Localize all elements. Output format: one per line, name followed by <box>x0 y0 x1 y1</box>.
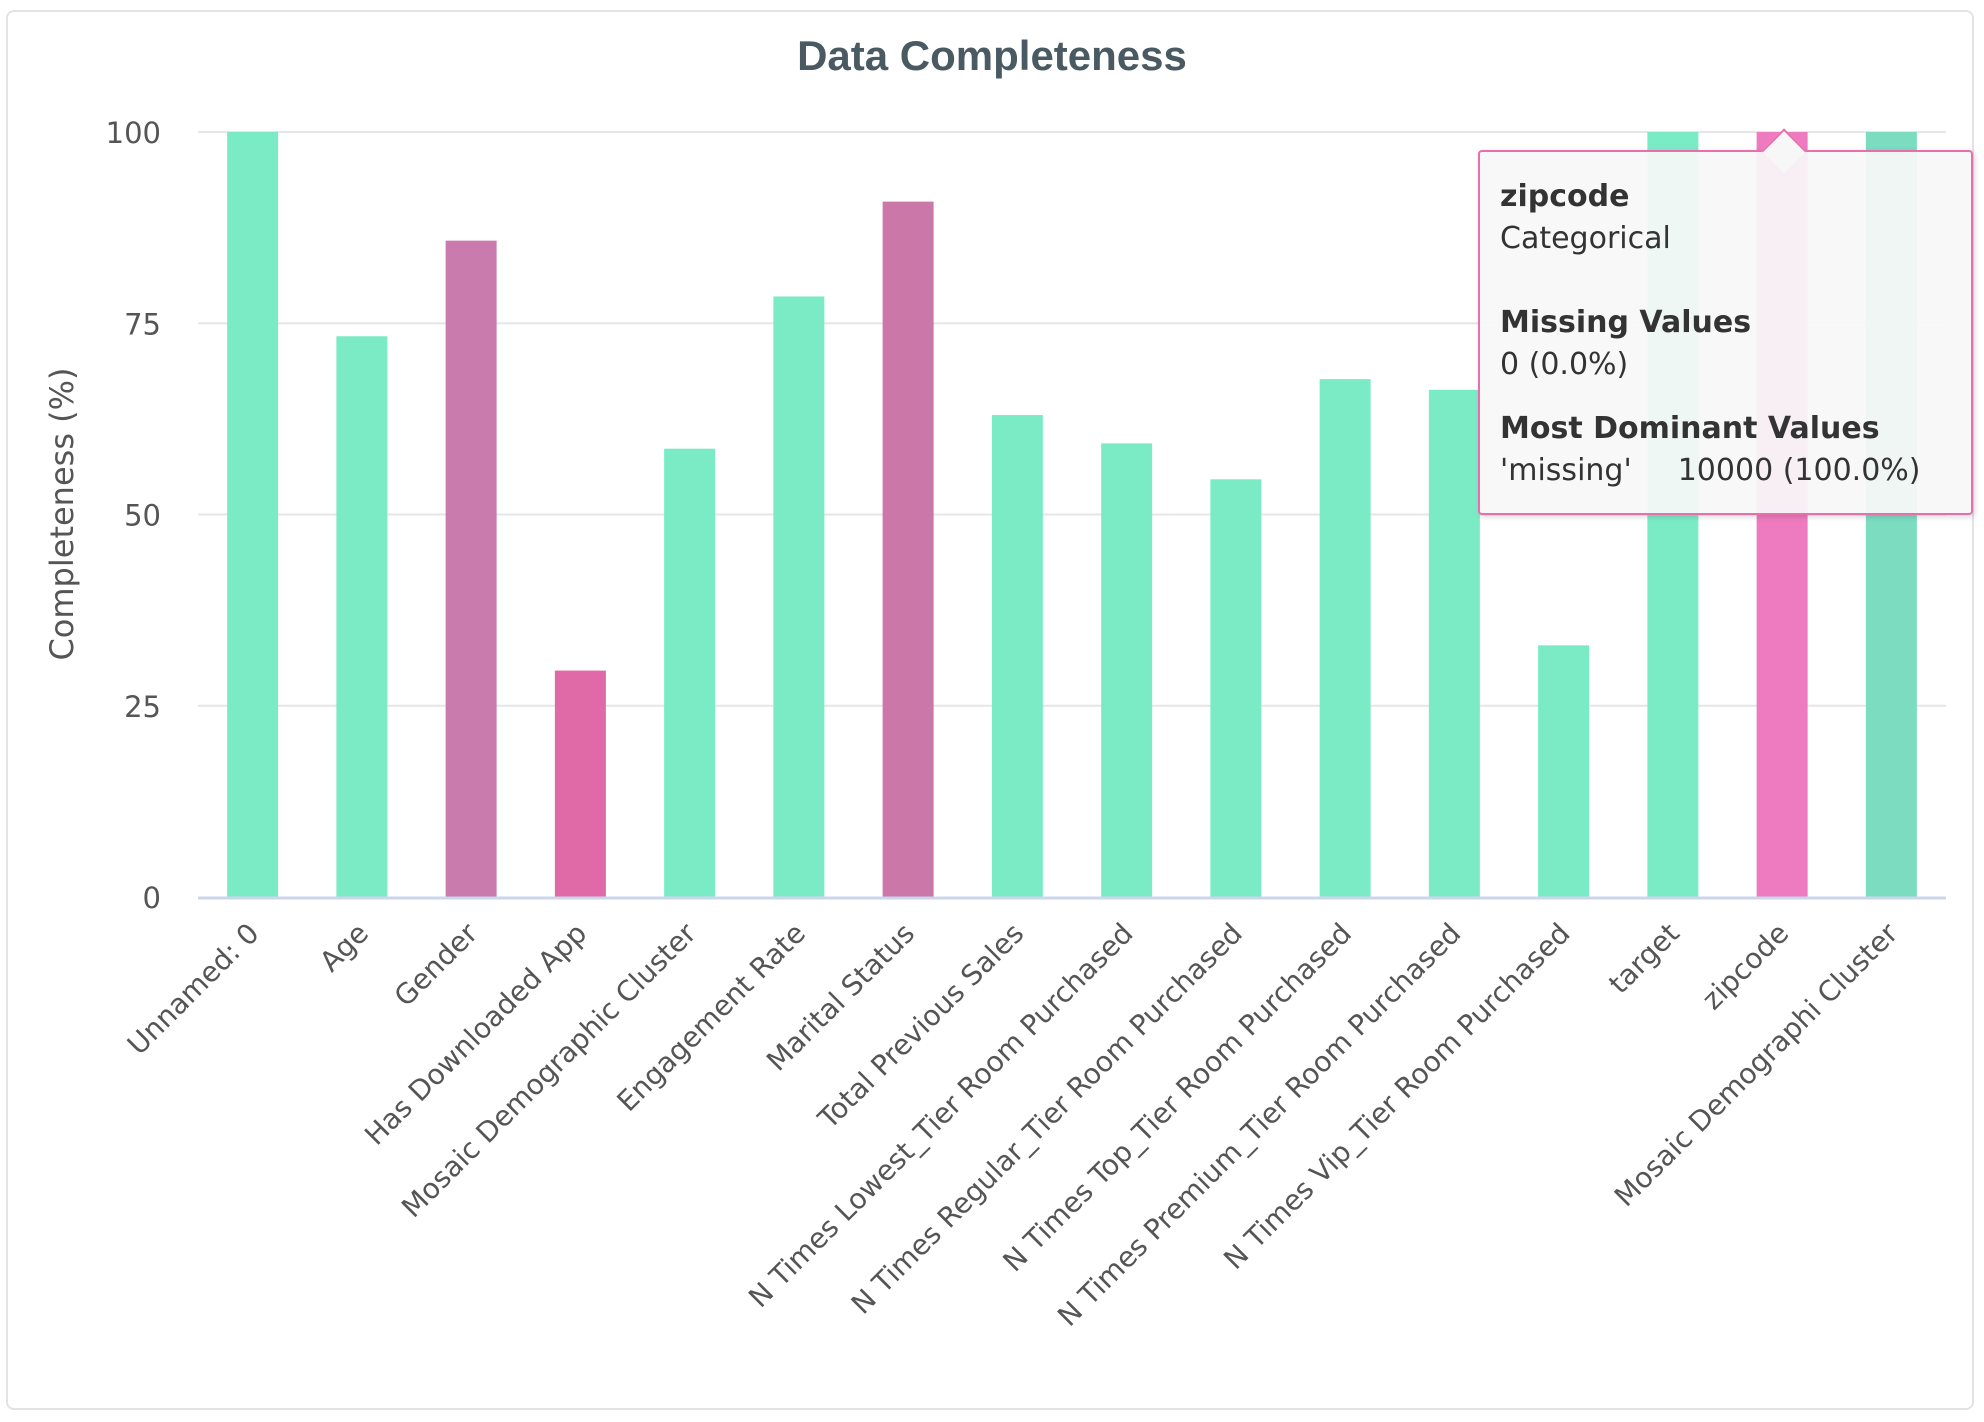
bar-n-times-premium-tier-room-purchased[interactable] <box>1428 389 1480 897</box>
tooltip-title: zipcode <box>1500 179 1630 214</box>
y-tick-label: 25 <box>124 690 161 724</box>
x-tick-label: N Times Lowest_Tier Room Purchased <box>742 917 1139 1314</box>
x-tick-label: Has Downloaded App <box>358 917 593 1152</box>
tooltip-type: Categorical <box>1500 221 1671 256</box>
tooltip-missing-header: Missing Values <box>1500 305 1752 340</box>
bar-engagement-rate[interactable] <box>773 296 825 898</box>
x-tick-label: Gender <box>388 916 485 1013</box>
tooltip-missing-value: 0 (0.0%) <box>1500 347 1629 382</box>
bar-mosaic-demographic-cluster[interactable] <box>664 448 716 897</box>
bar-n-times-top-tier-room-purchased[interactable] <box>1319 379 1371 898</box>
bar-gender[interactable] <box>445 240 497 897</box>
bar-n-times-lowest-tier-room-purchased[interactable] <box>1101 443 1153 897</box>
bar-n-times-vip-tier-room-purchased[interactable] <box>1538 645 1590 897</box>
y-tick-label: 100 <box>106 116 161 150</box>
x-tick-label: N Times Regular_Tier Room Purchased <box>845 917 1249 1321</box>
bar-tooltip: zipcode Categorical Missing Values 0 (0.… <box>1478 128 1973 515</box>
x-tick-label: N Times Premium_Tier Room Purchased <box>1051 917 1467 1333</box>
y-tick-label: 75 <box>124 307 161 341</box>
tooltip-dominant-value: 10000 (100.0%) <box>1677 453 1921 488</box>
x-tick-label: Unnamed: 0 <box>121 917 266 1062</box>
bar-age[interactable] <box>336 336 388 897</box>
tooltip-dominant-header: Most Dominant Values <box>1500 411 1880 446</box>
y-tick-label: 0 <box>143 881 161 915</box>
tooltip-dominant-key: 'missing' <box>1500 453 1632 488</box>
bar-unnamed-0[interactable] <box>227 132 279 897</box>
bar-n-times-regular-tier-room-purchased[interactable] <box>1210 479 1262 897</box>
tooltip-dominant-row: 'missing' 10000 (100.0%) <box>1500 450 1951 492</box>
chart-title: Data Completeness <box>797 32 1187 79</box>
x-tick-label: Total Previous Sales <box>811 917 1030 1136</box>
y-axis-label: Completeness (%) <box>43 367 81 660</box>
bar-marital-status[interactable] <box>882 201 934 898</box>
x-tick-label: Engagement Rate <box>611 917 812 1118</box>
y-tick-label: 50 <box>124 499 161 533</box>
x-tick-label: zipcode <box>1696 917 1796 1017</box>
bar-has-downloaded-app[interactable] <box>554 670 606 897</box>
bar-total-previous-sales[interactable] <box>991 415 1043 897</box>
x-tick-label: Age <box>313 917 375 979</box>
x-tick-label: target <box>1602 917 1686 1001</box>
